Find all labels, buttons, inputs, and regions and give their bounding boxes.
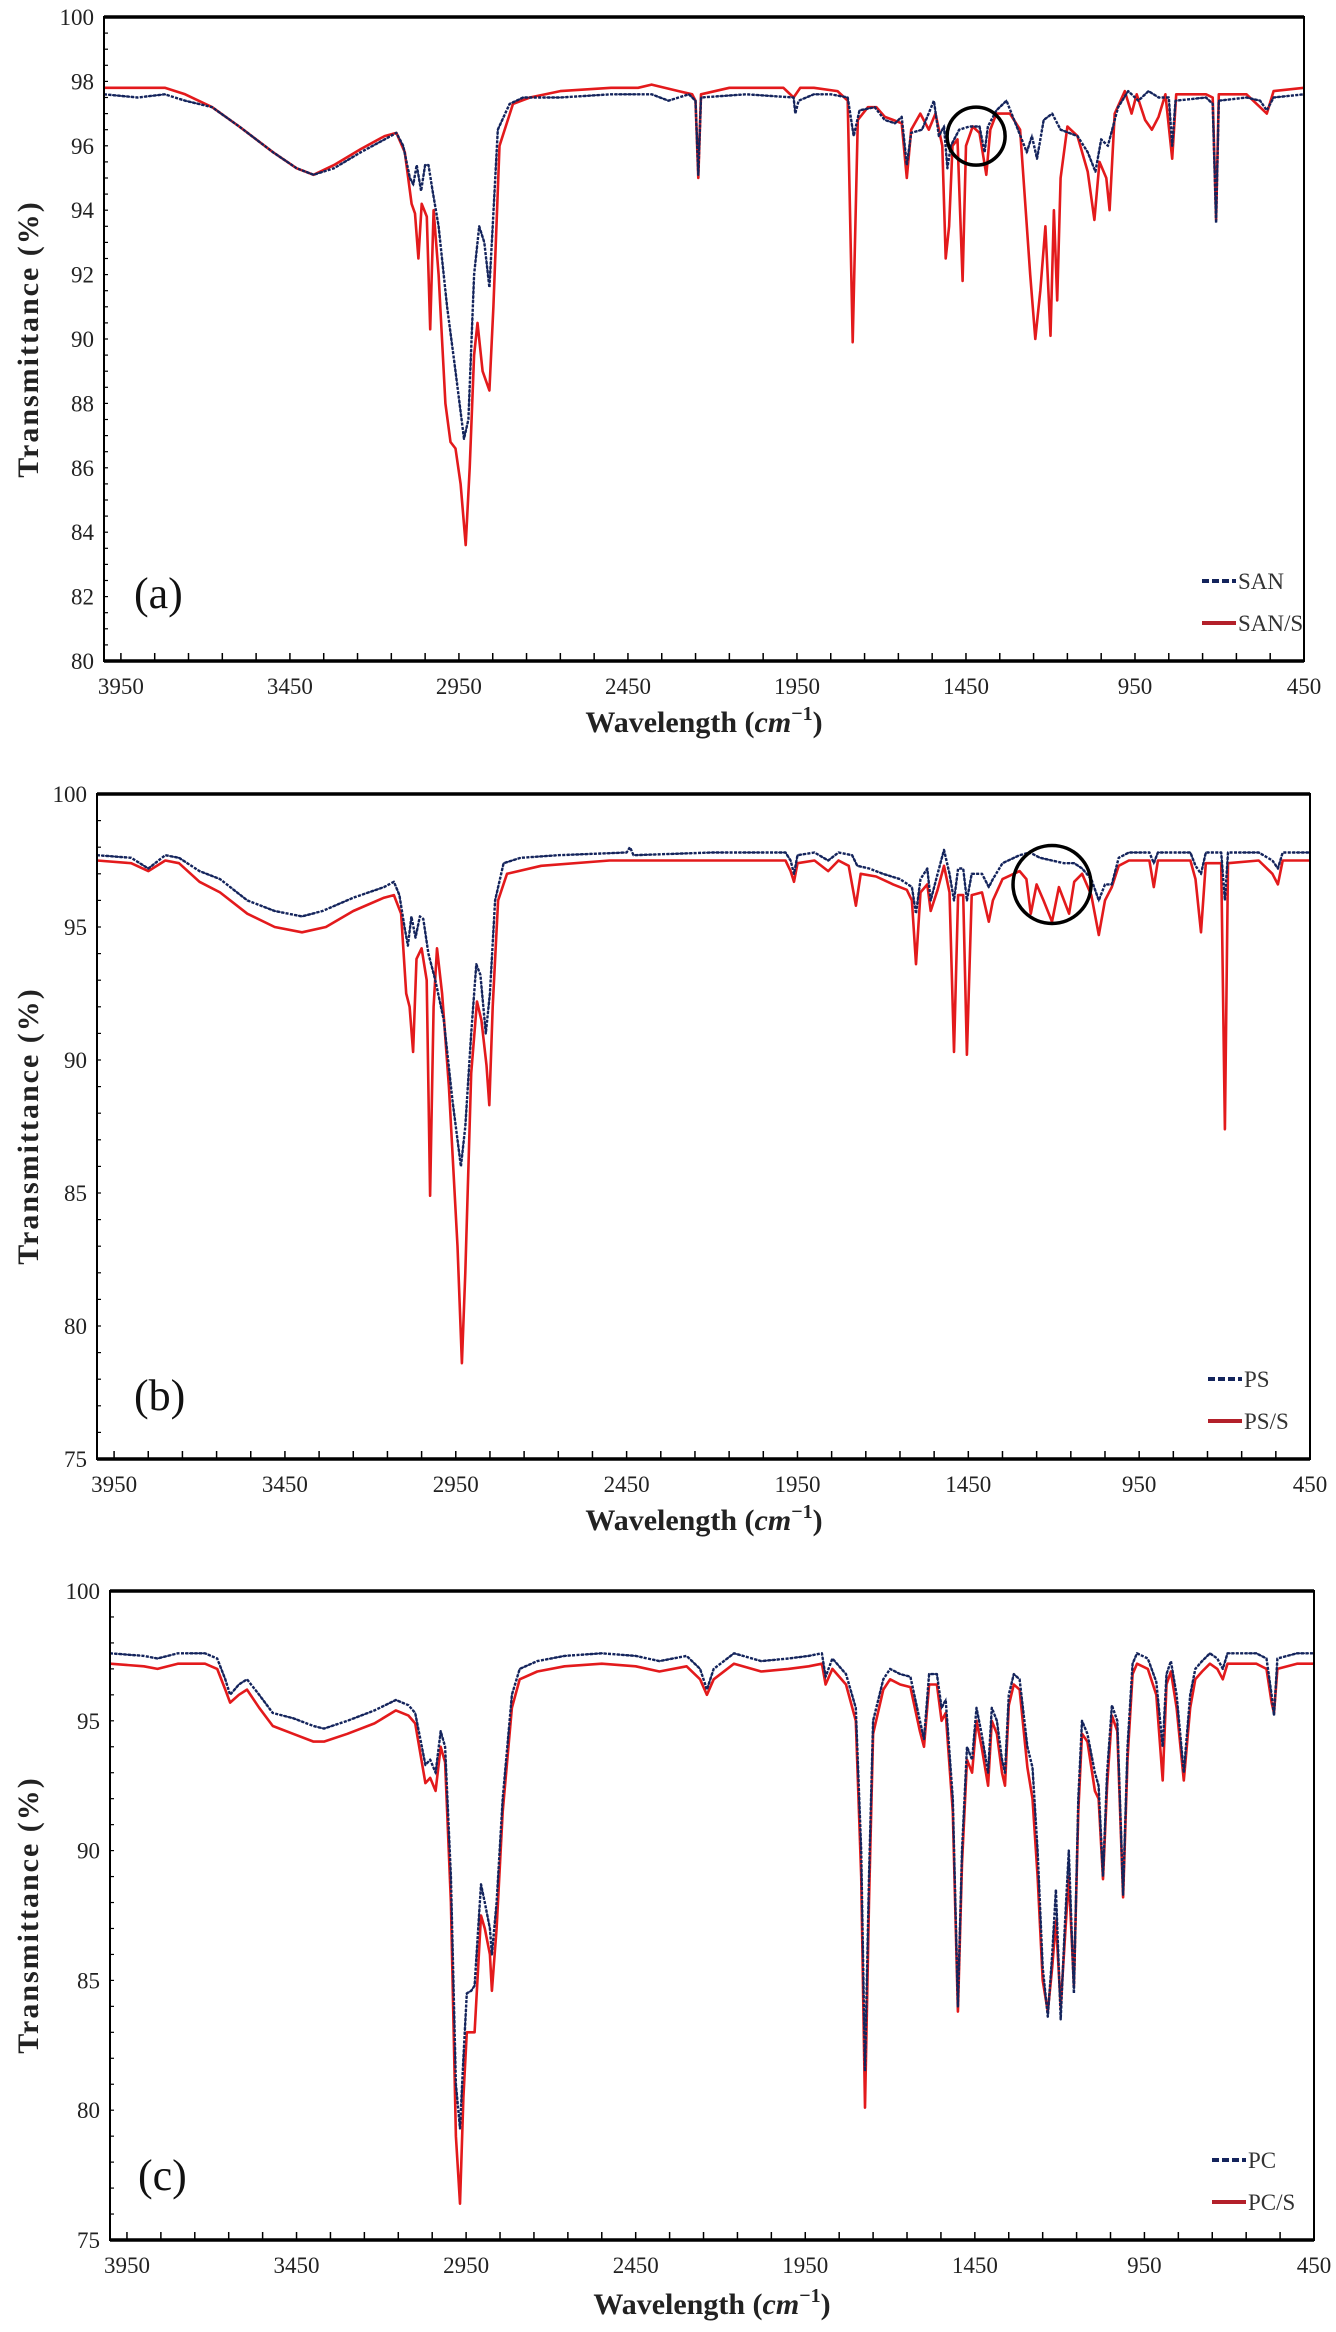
x-tick-label: 3450 xyxy=(267,674,313,699)
y-tick-label: 80 xyxy=(71,649,94,674)
series-line-ps-s xyxy=(97,859,1310,1365)
x-tick-label: 3950 xyxy=(104,2253,150,2278)
series-line-san-s xyxy=(104,83,1304,547)
y-tick-label: 100 xyxy=(66,1579,101,1604)
x-axis-title-close: ) xyxy=(821,2288,831,2321)
x-tick-label: 1450 xyxy=(952,2253,998,2278)
legend-label: PC xyxy=(1248,2148,1276,2173)
x-tick-label: 950 xyxy=(1127,2253,1162,2278)
y-tick-label: 75 xyxy=(77,2228,100,2253)
panel-label: (b) xyxy=(134,1371,185,1420)
legend-label: SAN/S xyxy=(1238,611,1303,636)
y-tick-label: 80 xyxy=(77,2098,100,2123)
y-tick-label: 90 xyxy=(77,1839,100,1864)
annotation-circle xyxy=(945,105,1007,167)
y-axis-title: Transmittance (%) xyxy=(12,200,45,478)
y-tick-label: 90 xyxy=(71,327,94,352)
panel-a: Transmittance (%) Wavelength (cm−1) (a) … xyxy=(12,5,1321,739)
x-tick-label: 1450 xyxy=(945,1472,991,1497)
y-tick-label: 100 xyxy=(60,5,95,30)
annotation-circle xyxy=(1011,843,1093,926)
x-tick-label: 2450 xyxy=(604,1472,650,1497)
x-tick-label: 2450 xyxy=(613,2253,659,2278)
y-axis-title: Transmittance (%) xyxy=(12,1776,45,2054)
legend-label: PC/S xyxy=(1248,2190,1295,2215)
y-tick-label: 98 xyxy=(71,69,94,94)
x-axis-title: Wavelength (cm−1) xyxy=(585,703,822,739)
x-tick-label: 3450 xyxy=(262,1472,308,1497)
y-tick-label: 86 xyxy=(71,456,94,481)
series-line-overlay-pc xyxy=(110,1652,1314,2129)
plot-frame xyxy=(109,1590,1315,2241)
x-axis-title-text: Wavelength ( xyxy=(593,2288,762,2321)
y-tick-label: 96 xyxy=(71,134,94,159)
x-tick-label: 950 xyxy=(1122,1472,1157,1497)
y-tick-label: 75 xyxy=(64,1447,87,1472)
x-tick-label: 1450 xyxy=(943,674,989,699)
x-tick-label: 3950 xyxy=(98,674,144,699)
x-tick-label: 1950 xyxy=(782,2253,828,2278)
y-tick-label: 82 xyxy=(71,585,94,610)
y-tick-label: 92 xyxy=(71,263,94,288)
y-tick-label: 84 xyxy=(71,520,95,545)
x-axis-unit-exponent: −1 xyxy=(791,703,812,725)
x-axis-unit: cm xyxy=(755,706,792,739)
y-tick-label: 94 xyxy=(71,198,95,223)
panel-b: Transmittance (%) Wavelength (cm−1) (b) … xyxy=(12,782,1327,1537)
y-tick-label: 85 xyxy=(64,1181,87,1206)
x-axis-unit-exponent: −1 xyxy=(791,1501,812,1523)
x-axis-title-text: Wavelength ( xyxy=(585,1504,754,1537)
y-tick-label: 90 xyxy=(64,1048,87,1073)
plot-frame xyxy=(103,16,1305,662)
y-tick-label: 85 xyxy=(77,1968,100,1993)
x-axis-title-close: ) xyxy=(813,706,823,739)
panel-label: (a) xyxy=(134,569,183,618)
y-tick-label: 95 xyxy=(77,1709,100,1734)
plot-frame xyxy=(96,793,1311,1460)
y-axis-title: Transmittance (%) xyxy=(12,987,45,1265)
x-axis-unit-exponent: −1 xyxy=(799,2285,820,2307)
x-tick-label: 3950 xyxy=(91,1472,137,1497)
x-tick-label: 1950 xyxy=(774,1472,820,1497)
legend-label: SAN xyxy=(1238,569,1284,594)
series-line-overlay-san xyxy=(104,89,1304,439)
panel-c: Transmittance (%) Wavelength (cm−1) (c) … xyxy=(12,1579,1331,2321)
x-axis-title-close: ) xyxy=(813,1504,823,1537)
y-tick-label: 100 xyxy=(53,782,88,807)
x-axis-title-text: Wavelength ( xyxy=(585,706,754,739)
x-tick-label: 2950 xyxy=(443,2253,489,2278)
x-axis-title: Wavelength (cm−1) xyxy=(593,2285,830,2321)
x-axis-unit: cm xyxy=(763,2288,800,2321)
x-tick-label: 950 xyxy=(1118,674,1153,699)
x-tick-label: 450 xyxy=(1297,2253,1332,2278)
x-axis-title: Wavelength (cm−1) xyxy=(585,1501,822,1537)
x-tick-label: 450 xyxy=(1293,1472,1328,1497)
x-axis-unit: cm xyxy=(755,1504,792,1537)
series-line-pc xyxy=(110,1652,1314,2130)
x-tick-label: 2950 xyxy=(436,674,482,699)
x-tick-label: 3450 xyxy=(274,2253,320,2278)
x-tick-label: 450 xyxy=(1287,674,1322,699)
series-line-overlay-ps xyxy=(97,845,1310,1167)
series-line-san xyxy=(104,89,1304,440)
y-tick-label: 80 xyxy=(64,1314,87,1339)
series-line-pc-s xyxy=(110,1662,1314,2205)
x-tick-label: 1950 xyxy=(774,674,820,699)
series-line-ps xyxy=(97,846,1310,1168)
y-tick-label: 95 xyxy=(64,915,87,940)
panel-label: (c) xyxy=(138,2151,187,2200)
legend-label: PS xyxy=(1244,1367,1270,1392)
x-tick-label: 2950 xyxy=(433,1472,479,1497)
y-tick-label: 88 xyxy=(71,391,94,416)
legend-label: PS/S xyxy=(1244,1409,1289,1434)
x-tick-label: 2450 xyxy=(605,674,651,699)
